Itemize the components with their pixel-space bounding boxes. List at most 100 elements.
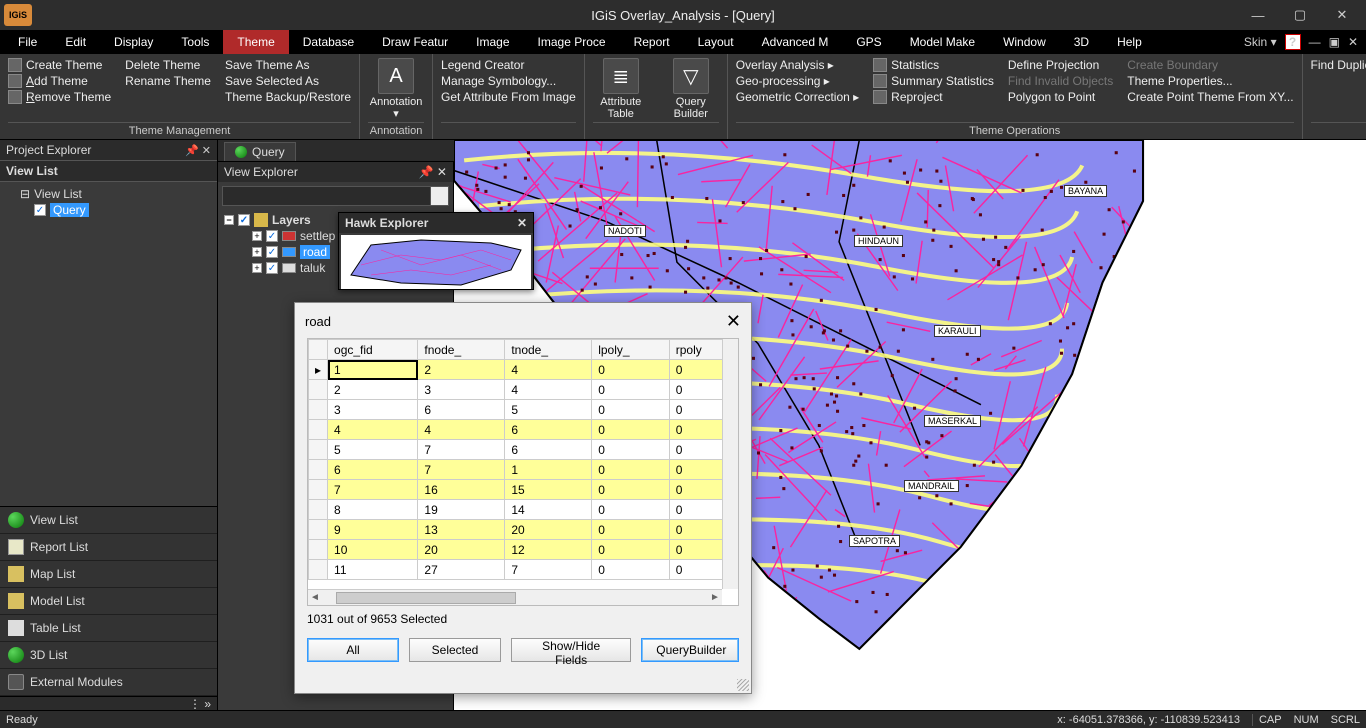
titlebar: IGiS IGiS Overlay_Analysis - [Query] — ▢… bbox=[0, 0, 1366, 30]
city-label: BAYANA bbox=[1064, 185, 1107, 197]
app-title: IGiS Overlay_Analysis - [Query] bbox=[591, 8, 775, 23]
folder-icon bbox=[254, 213, 268, 227]
nav-external-modules[interactable]: External Modules bbox=[0, 669, 217, 696]
close-icon[interactable]: ✕ bbox=[726, 311, 741, 332]
menu-image-proce[interactable]: Image Proce bbox=[524, 30, 620, 54]
project-explorer-header: Project Explorer 📌 ✕ bbox=[0, 140, 217, 160]
ribbon-item[interactable]: Theme Backup/Restore bbox=[225, 90, 351, 104]
statusbar: Ready x: -64051.378366, y: -110839.52341… bbox=[0, 710, 1366, 728]
view-explorer-combo[interactable] bbox=[222, 186, 449, 206]
menu-theme[interactable]: Theme bbox=[223, 30, 288, 54]
ribbon-attribute-table[interactable]: ≣Attribute Table bbox=[593, 58, 649, 120]
ribbon-item[interactable]: Save Theme As bbox=[225, 58, 351, 72]
nav-view-list[interactable]: View List bbox=[0, 507, 217, 534]
ribbon-item[interactable]: Theme Properties... bbox=[1127, 74, 1293, 88]
ribbon-item[interactable]: Create Theme bbox=[8, 58, 111, 72]
menu-database[interactable]: Database bbox=[289, 30, 368, 54]
hawk-explorer[interactable]: Hawk Explorer✕ bbox=[338, 212, 534, 290]
nav-map-list[interactable]: Map List bbox=[0, 561, 217, 588]
maximize-button[interactable]: ▢ bbox=[1280, 2, 1320, 28]
close-button[interactable]: ✕ bbox=[1322, 2, 1362, 28]
ribbon-item[interactable]: Add Theme bbox=[8, 74, 111, 88]
nav-table-list[interactable]: Table List bbox=[0, 615, 217, 642]
help-icon[interactable]: ? bbox=[1285, 34, 1301, 50]
ribbon-item[interactable]: Remove Theme bbox=[8, 90, 111, 104]
checkbox-icon[interactable]: ✓ bbox=[34, 204, 46, 216]
ribbon-item[interactable]: Find Duplicate Objects bbox=[1311, 58, 1366, 72]
menu-tools[interactable]: Tools bbox=[167, 30, 223, 54]
menu-gps[interactable]: GPS bbox=[842, 30, 895, 54]
status-cap: CAP bbox=[1252, 714, 1282, 726]
ribbon-item[interactable]: Overlay Analysis ▸ bbox=[736, 58, 859, 72]
resize-grip[interactable] bbox=[737, 679, 749, 691]
ribbon-item[interactable]: Rename Theme bbox=[125, 74, 211, 88]
menu-draw-featur[interactable]: Draw Featur bbox=[368, 30, 462, 54]
ribbon-item[interactable]: Polygon to Point bbox=[1008, 90, 1113, 104]
status-ready: Ready bbox=[6, 714, 38, 726]
skin-dropdown[interactable]: Skin ▾ bbox=[1244, 35, 1277, 49]
ribbon-item[interactable]: Manage Symbology... bbox=[441, 74, 576, 88]
ribbon-item[interactable]: Geometric Correction ▸ bbox=[736, 90, 859, 104]
pin-icon[interactable]: 📌 ✕ bbox=[419, 165, 447, 179]
all-button[interactable]: All bbox=[307, 638, 399, 662]
menu-advanced-m[interactable]: Advanced M bbox=[748, 30, 843, 54]
tab-query[interactable]: Query bbox=[224, 142, 296, 161]
attribute-table[interactable]: ogc_fidfnode_tnode_lpoly_rpoly▸124002340… bbox=[307, 338, 739, 606]
ribbon-item: Find Invalid Objects bbox=[1008, 74, 1113, 88]
ribbon-item: Create Boundary bbox=[1127, 58, 1293, 72]
attribute-table-window[interactable]: road ✕ ogc_fidfnode_tnode_lpoly_rpoly▸12… bbox=[294, 302, 752, 694]
selection-status: 1031 out of 9653 Selected bbox=[295, 606, 751, 632]
minimize-button[interactable]: — bbox=[1238, 2, 1278, 28]
mdi-close-button[interactable]: ✕ bbox=[1348, 35, 1358, 49]
tree-root[interactable]: ⊟View List bbox=[6, 186, 211, 202]
menu-layout[interactable]: Layout bbox=[684, 30, 748, 54]
tree-item-query[interactable]: ✓ Query bbox=[6, 202, 211, 218]
nav-report-list[interactable]: Report List bbox=[0, 534, 217, 561]
ribbon: Create Theme Add Theme Remove Theme Delete … bbox=[0, 54, 1366, 140]
ribbon-item[interactable]: Statistics bbox=[873, 58, 994, 72]
menu-image[interactable]: Image bbox=[462, 30, 523, 54]
vertical-scrollbar[interactable] bbox=[722, 339, 738, 589]
ribbon-item[interactable]: Summary Statistics bbox=[873, 74, 994, 88]
city-label: KARAULI bbox=[934, 325, 981, 337]
city-label: NADOTI bbox=[604, 225, 646, 237]
ribbon-item[interactable]: Create Point Theme From XY... bbox=[1127, 90, 1293, 104]
pin-icon[interactable]: 📌 ✕ bbox=[185, 144, 211, 157]
querybuilder-button[interactable]: QueryBuilder bbox=[641, 638, 739, 662]
showhide-fields-button[interactable]: Show/Hide Fields bbox=[511, 638, 631, 662]
ribbon-item[interactable]: Define Projection bbox=[1008, 58, 1113, 72]
hawk-thumbnail bbox=[341, 235, 531, 289]
ribbon-item[interactable]: Reproject bbox=[873, 90, 994, 104]
ribbon-item[interactable]: Legend Creator bbox=[441, 58, 576, 72]
ribbon-item[interactable]: Save Selected As bbox=[225, 74, 351, 88]
mdi-min-button[interactable]: — bbox=[1309, 35, 1321, 49]
horizontal-scrollbar[interactable]: ◄► bbox=[308, 589, 722, 605]
menu-window[interactable]: Window bbox=[989, 30, 1060, 54]
city-label: MASERKAL bbox=[924, 415, 981, 427]
menu-edit[interactable]: Edit bbox=[51, 30, 100, 54]
nav-model-list[interactable]: Model List bbox=[0, 588, 217, 615]
menu-3d[interactable]: 3D bbox=[1060, 30, 1103, 54]
close-icon[interactable]: ✕ bbox=[517, 216, 527, 230]
ribbon-item[interactable]: Get Attribute From Image bbox=[441, 90, 576, 104]
status-scrl: SCRL bbox=[1331, 714, 1360, 726]
menu-help[interactable]: Help bbox=[1103, 30, 1156, 54]
mdi-max-button[interactable]: ▣ bbox=[1329, 35, 1340, 49]
globe-icon bbox=[235, 146, 247, 158]
ribbon-item[interactable]: Delete Theme bbox=[125, 58, 211, 72]
ribbon-annotation-[interactable]: AAnnotation ▾ bbox=[368, 58, 424, 120]
menu-display[interactable]: Display bbox=[100, 30, 167, 54]
menu-model-make[interactable]: Model Make bbox=[896, 30, 989, 54]
ribbon-query-builder[interactable]: ▽Query Builder bbox=[663, 58, 719, 120]
nav-overflow[interactable]: ⋮ » bbox=[0, 696, 217, 710]
menu-file[interactable]: File bbox=[4, 30, 51, 54]
menubar: FileEditDisplayToolsThemeDatabaseDraw Fe… bbox=[0, 30, 1366, 54]
menu-report[interactable]: Report bbox=[620, 30, 684, 54]
app-logo: IGiS bbox=[4, 4, 32, 26]
status-num: NUM bbox=[1294, 714, 1319, 726]
viewlist-header: View List bbox=[0, 160, 217, 182]
project-tree[interactable]: ⊟View List ✓ Query bbox=[0, 182, 217, 506]
nav-3d-list[interactable]: 3D List bbox=[0, 642, 217, 669]
selected-button[interactable]: Selected bbox=[409, 638, 501, 662]
ribbon-item[interactable]: Geo-processing ▸ bbox=[736, 74, 859, 88]
